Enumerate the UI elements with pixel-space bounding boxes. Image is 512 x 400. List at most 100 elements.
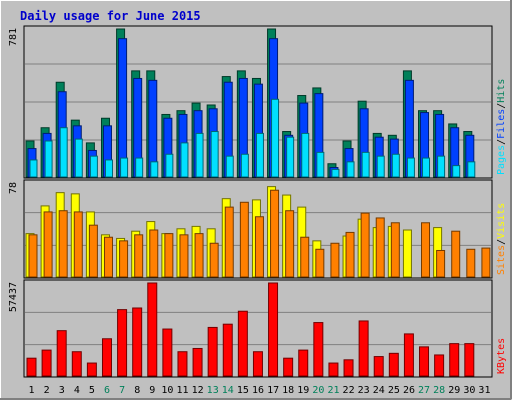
day-label: 31 xyxy=(478,385,490,396)
max-label: 78 xyxy=(8,182,19,194)
bar-kbytes xyxy=(419,346,430,377)
day-label: 15 xyxy=(237,385,249,396)
bar-pages xyxy=(240,153,249,178)
day-label: 1 xyxy=(29,385,35,396)
panel-border xyxy=(23,279,493,378)
bar-pages xyxy=(44,140,53,178)
day-label: 8 xyxy=(134,385,140,396)
bar-kbytes xyxy=(86,362,97,377)
bar-pages xyxy=(467,161,476,178)
legend-pages: Pages xyxy=(496,145,507,175)
bar-kbytes xyxy=(328,362,339,377)
bar-kbytes xyxy=(41,349,52,377)
day-label: 25 xyxy=(388,385,400,396)
bar-sites xyxy=(451,230,461,278)
bar-kbytes xyxy=(192,347,203,377)
legend-separator: / xyxy=(496,139,507,145)
bar-pages xyxy=(210,131,219,178)
legend-kbytes: KBytes xyxy=(496,338,507,374)
bar-pages xyxy=(361,151,370,178)
bar-pages xyxy=(286,136,295,178)
bar-sites xyxy=(345,231,355,278)
bar-sites xyxy=(119,240,129,278)
bar-kbytes xyxy=(222,323,233,377)
bar-kbytes xyxy=(101,338,112,377)
panel-border xyxy=(23,179,493,279)
bar-kbytes xyxy=(449,343,460,377)
bar-sites xyxy=(58,210,68,278)
legend-hits: Hits xyxy=(496,79,507,103)
bar-pages xyxy=(406,157,415,178)
bar-pages xyxy=(104,159,113,178)
max-label: 57437 xyxy=(8,282,19,312)
bar-pages xyxy=(74,138,83,178)
bar-pages xyxy=(316,151,325,178)
bar-kbytes xyxy=(162,328,173,377)
bar-pages xyxy=(391,153,400,178)
day-label: 24 xyxy=(373,385,385,396)
bar-pages xyxy=(437,155,446,178)
bar-pages xyxy=(120,157,129,178)
legend-sites: Sites xyxy=(496,245,507,275)
bar-kbytes xyxy=(207,326,218,377)
day-label: 3 xyxy=(59,385,65,396)
bar-sites xyxy=(224,206,234,278)
day-label: 16 xyxy=(252,385,264,396)
bar-sites xyxy=(300,236,310,278)
bar-kbytes xyxy=(283,357,294,377)
bar-pages xyxy=(89,155,98,178)
bar-kbytes xyxy=(403,333,414,377)
legend: KBytes xyxy=(496,338,507,374)
day-label: 9 xyxy=(149,385,155,396)
legend-separator: / xyxy=(496,239,507,245)
day-label: 20 xyxy=(312,385,324,396)
day-label: 17 xyxy=(267,385,279,396)
bar-files xyxy=(118,38,128,178)
day-label: 12 xyxy=(192,385,204,396)
bar-pages xyxy=(376,155,385,178)
bar-kbytes xyxy=(252,351,263,377)
day-label: 26 xyxy=(403,385,415,396)
panel-border xyxy=(23,25,493,179)
day-label: 2 xyxy=(44,385,50,396)
bar-sites xyxy=(43,211,53,278)
bar-kbytes xyxy=(313,322,324,377)
bar-sites xyxy=(88,224,98,278)
bar-pages xyxy=(255,132,264,178)
day-label: 18 xyxy=(282,385,294,396)
day-label: 28 xyxy=(433,385,445,396)
day-label: 22 xyxy=(343,385,355,396)
bar-kbytes xyxy=(147,282,158,377)
bar-kbytes xyxy=(268,282,279,377)
day-label: 4 xyxy=(74,385,80,396)
bar-sites xyxy=(421,222,431,278)
bar-pages xyxy=(29,159,38,178)
bar-sites xyxy=(330,242,340,278)
bar-sites xyxy=(103,236,113,278)
bar-kbytes xyxy=(298,349,309,377)
day-label: 19 xyxy=(297,385,309,396)
bar-visits xyxy=(402,229,412,278)
bar-pages xyxy=(150,161,159,178)
day-label: 23 xyxy=(358,385,370,396)
day-label: 10 xyxy=(161,385,173,396)
bar-pages xyxy=(165,153,174,178)
bar-pages xyxy=(225,155,234,178)
bar-sites xyxy=(285,210,295,278)
day-label: 21 xyxy=(327,385,339,396)
bar-sites xyxy=(466,248,476,278)
legend: Pages/Files/Hits xyxy=(496,79,507,175)
panel-visits_sites: 78 Sites/Visits xyxy=(8,179,507,279)
bar-kbytes xyxy=(464,343,475,377)
bar-pages xyxy=(331,168,340,178)
bar-pages xyxy=(452,165,461,178)
bar-kbytes xyxy=(26,357,37,377)
bar-sites xyxy=(315,248,325,278)
bar-kbytes xyxy=(177,351,188,377)
day-label: 7 xyxy=(119,385,125,396)
bar-kbytes xyxy=(388,352,399,377)
day-label: 27 xyxy=(418,385,430,396)
bar-kbytes xyxy=(71,351,82,377)
